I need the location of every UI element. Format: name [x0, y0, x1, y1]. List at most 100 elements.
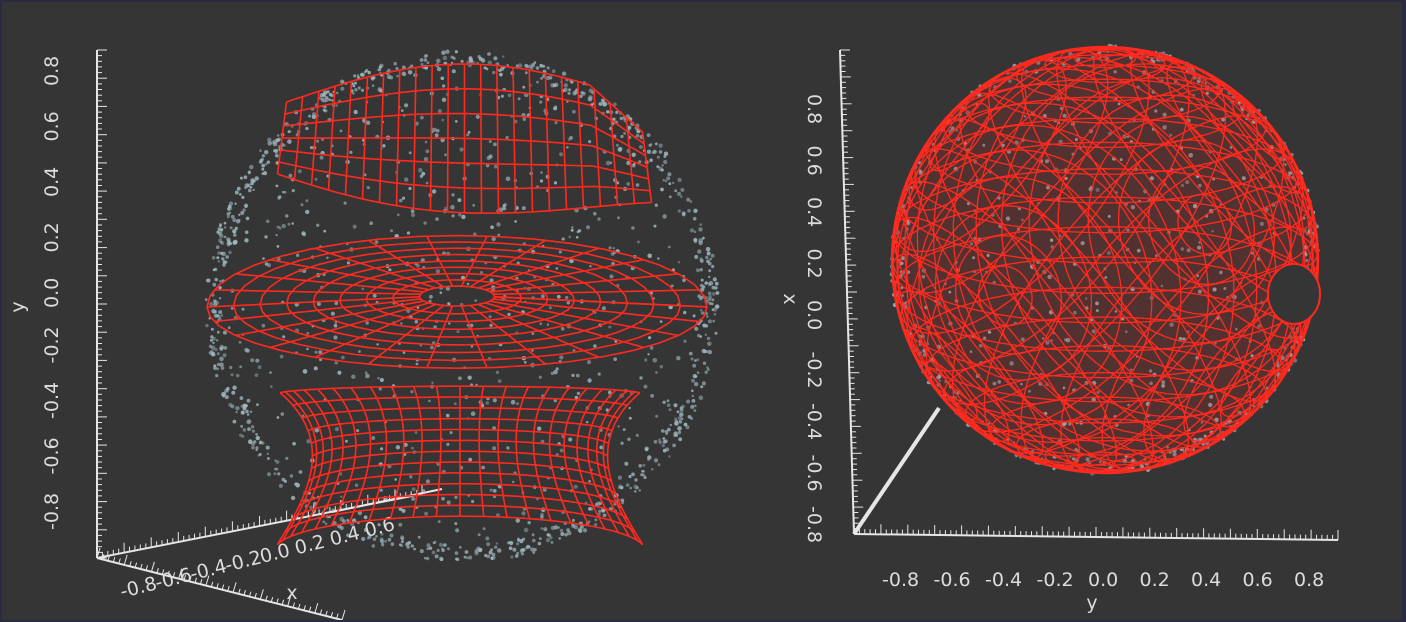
sphere-oblique-wire [1166, 61, 1314, 230]
left-cloud-point [423, 58, 428, 62]
right-cloud-point [1130, 205, 1136, 210]
right-cloud-point [1062, 113, 1067, 118]
left-cloud-point [499, 72, 503, 77]
left-cloud-point [672, 181, 675, 185]
left-cloud-point [220, 392, 226, 397]
bottom-bowl-wire [291, 493, 629, 520]
left-cloud-point [710, 253, 715, 258]
left-cloud-point [425, 181, 429, 185]
left-cloud-point [714, 331, 718, 335]
left-cloud-point [211, 256, 216, 260]
left-cloud-point [625, 483, 630, 487]
left-cloud-point [532, 551, 536, 554]
left-cloud-point [678, 420, 682, 424]
sphere-oblique-wire [988, 72, 1276, 402]
left-cloud-point [566, 301, 570, 305]
sphere-longitude-wire [904, 56, 1278, 474]
left-cloud-point [713, 312, 717, 316]
left-x-minor-tick [270, 596, 274, 603]
left-cloud-point [660, 429, 665, 433]
left-cloud-point [662, 448, 667, 453]
left-cloud-point [406, 545, 410, 549]
left-cloud-point [244, 347, 249, 353]
left-cloud-point [418, 167, 423, 173]
left-cloud-point [666, 403, 671, 408]
right-cloud-point [1182, 337, 1186, 341]
left-cloud-point [464, 550, 469, 554]
left-cloud-point [556, 294, 561, 299]
left-y-tick-label: -0.4 [41, 382, 63, 419]
left-cloud-point [531, 349, 534, 352]
left-cloud-point [490, 225, 494, 229]
left-cloud-point [656, 155, 660, 159]
left-cloud-point [243, 203, 249, 208]
left-cloud-point [510, 399, 516, 405]
left-cloud-point [586, 421, 589, 424]
left-cloud-point [217, 260, 221, 263]
left-cloud-point [409, 475, 413, 479]
left-y-tick-labels: -0.8 -0.6 -0.4 -0.2 0.0 0.2 0.4 0.6 0.8 [41, 56, 63, 530]
left-cloud-point [644, 358, 648, 362]
left-cloud-point [689, 228, 695, 233]
left-x-minor-tick [341, 609, 346, 620]
left-cloud-point [699, 257, 703, 261]
right-vertical-tick-label: -0.4 [803, 403, 825, 440]
left-cloud-point [692, 314, 696, 318]
left-cloud-point [210, 335, 214, 339]
left-x-minor-tick [183, 574, 187, 581]
left-cloud-point [252, 179, 256, 183]
left-cloud-point [430, 345, 434, 350]
left-cloud-point [353, 74, 357, 78]
right-cloud-point [997, 380, 1001, 384]
left-cloud-point [251, 446, 255, 450]
left-cloud-point [709, 257, 712, 261]
left-cloud-point [410, 544, 414, 548]
left-cloud-point [678, 437, 683, 442]
sphere-oblique-wire [958, 92, 1252, 428]
left-cloud-point [514, 220, 517, 223]
left-cloud-point [423, 54, 428, 58]
left-cloud-point [322, 93, 326, 98]
left-cloud-point [512, 480, 515, 484]
left-cloud-point [214, 300, 220, 305]
left-cloud-point [258, 160, 263, 164]
left-cloud-point [226, 389, 229, 393]
left-cloud-point [245, 409, 249, 414]
left-cloud-point [232, 218, 237, 223]
right-cloud-point [1008, 79, 1012, 83]
left-cloud-point [620, 441, 624, 445]
left-cloud-point [575, 236, 579, 239]
left-cloud-point [218, 232, 222, 236]
left-cloud-point [696, 268, 700, 273]
right-vertical-tick-label: 0.4 [803, 197, 825, 227]
left-cloud-point [564, 533, 568, 537]
left-cloud-point [419, 58, 424, 62]
left-cloud-point [326, 90, 330, 94]
left-cloud-point [474, 299, 477, 302]
left-cloud-point [410, 212, 416, 218]
left-cloud-point [352, 224, 357, 229]
left-cloud-point [705, 246, 711, 252]
left-cloud-point [521, 511, 526, 516]
left-cloud-point [305, 209, 310, 215]
left-cloud-point [280, 412, 285, 416]
right-cloud-point [1180, 183, 1185, 187]
left-cloud-point [217, 228, 221, 232]
left-cloud-point [594, 518, 598, 522]
left-cloud-point [567, 91, 571, 95]
left-cloud-point [346, 533, 350, 538]
left-cloud-point [261, 163, 266, 168]
left-cloud-point [335, 91, 339, 95]
right-cloud-point [1284, 163, 1287, 166]
left-cloud-point [485, 536, 490, 541]
left-cloud-point [460, 275, 466, 280]
left-cloud-point [297, 169, 302, 174]
left-cloud-point [567, 88, 572, 92]
left-cloud-point [566, 146, 569, 149]
left-cloud-point [210, 338, 213, 342]
bottom-bowl-wire [276, 515, 644, 546]
left-cloud-point [702, 323, 707, 328]
left-cloud-point [531, 332, 535, 336]
